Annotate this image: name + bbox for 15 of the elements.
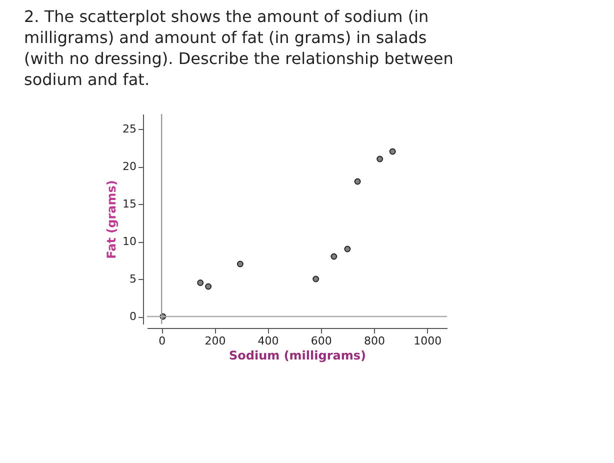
- y-axis-title: Fat (grams): [104, 180, 119, 259]
- y-tick-label: 15: [122, 198, 136, 210]
- x-tick-label: 200: [204, 334, 226, 348]
- y-tick-label: 20: [122, 160, 136, 173]
- x-tick-label: 400: [258, 334, 279, 348]
- y-tick-label: 5: [130, 272, 136, 286]
- y-tick-label: 25: [122, 122, 136, 136]
- chart-title: 2. The scatterplot shows the amount of sodium (in milligrams) and amount of fat (in grams) in salads (with no dressing). Describe the relationship between sodium and fat.: [24, 6, 454, 90]
- x-tick-label: 800: [364, 334, 385, 348]
- x-tick-label: 1000: [414, 334, 442, 348]
- y-tick-label: 10: [122, 235, 136, 248]
- x-tick-label: 0: [158, 334, 166, 348]
- x-tick-label: 600: [310, 334, 332, 348]
- x-axis-title: Sodium (milligrams): [229, 348, 366, 362]
- y-tick-label: 0: [130, 310, 136, 323]
